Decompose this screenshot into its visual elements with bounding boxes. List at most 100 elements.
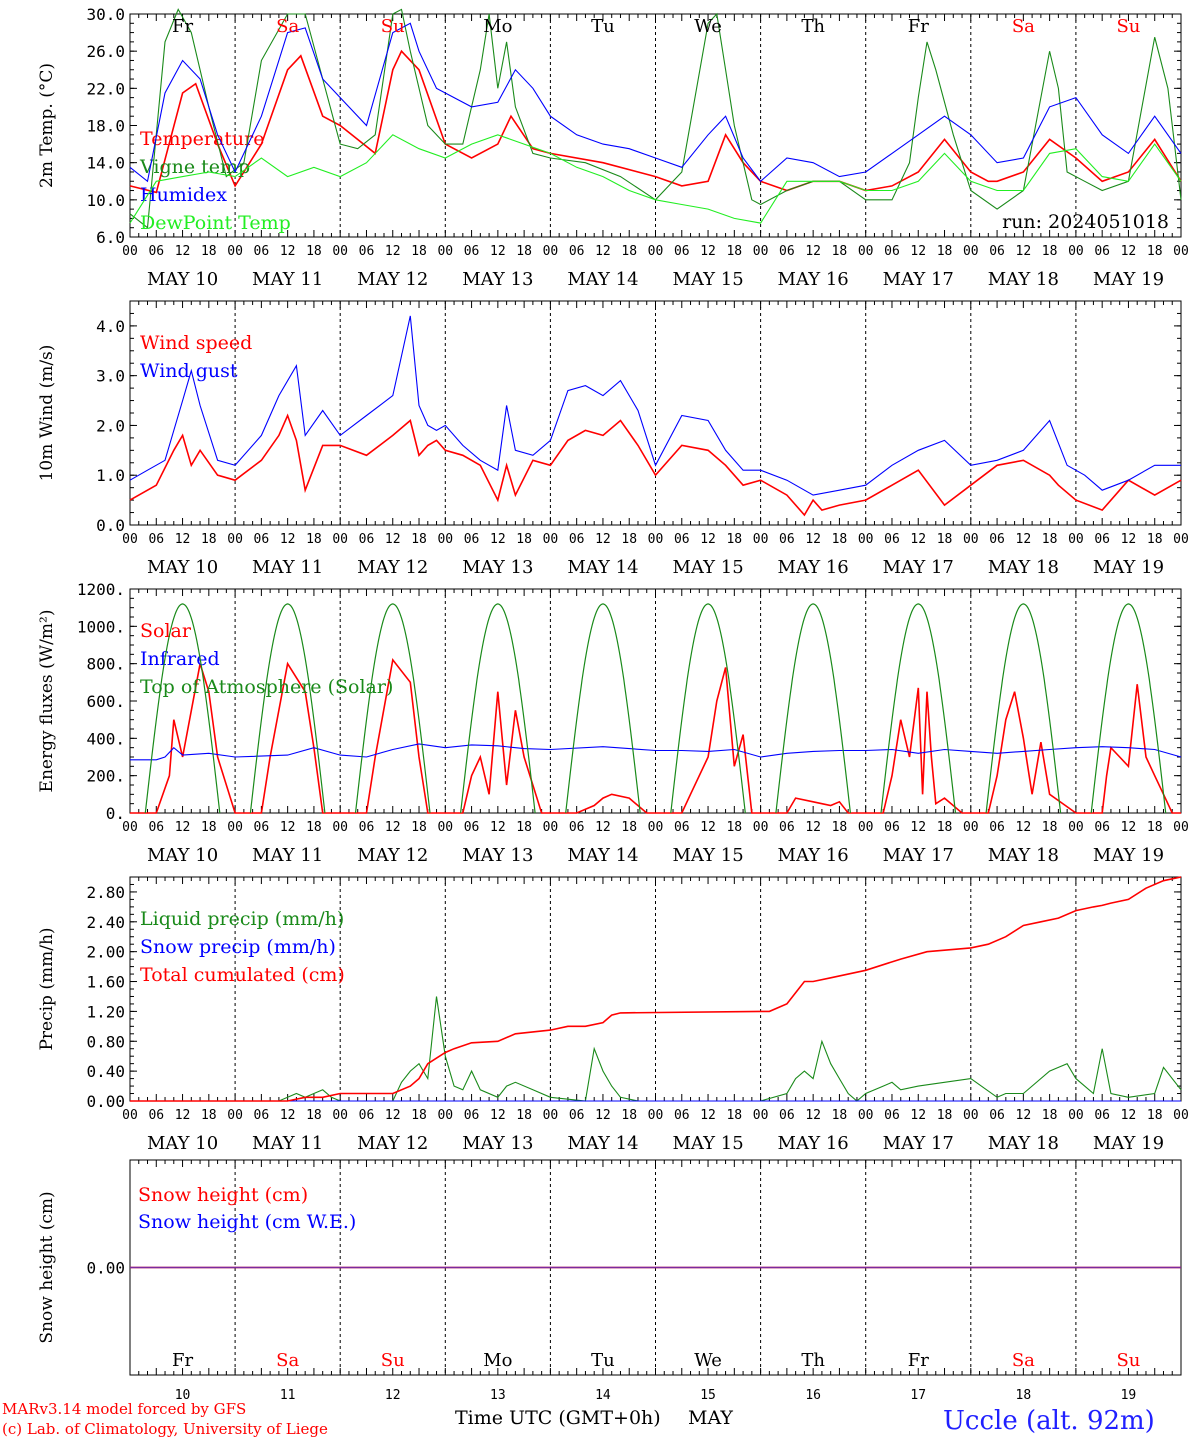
series-line-toa xyxy=(670,603,746,814)
hour-tick-label: 18 xyxy=(726,820,742,835)
hour-tick-label: 00 xyxy=(1068,820,1084,835)
legend-entry: Temperature xyxy=(140,128,264,150)
hour-tick-label: 12 xyxy=(1016,820,1032,835)
series-line-toa xyxy=(1090,603,1167,814)
hour-tick-label: 00 xyxy=(543,820,559,835)
hour-tick-label: 18 xyxy=(621,820,637,835)
series-line-toa xyxy=(985,603,1062,814)
y-tick-label: 14.0 xyxy=(86,154,125,173)
hour-tick-label: 06 xyxy=(254,820,270,835)
y-tick-label: 6.0 xyxy=(96,228,125,247)
hour-tick-label: 00 xyxy=(227,820,243,835)
series-line xyxy=(129,22,1182,183)
date-label: MAY 15 xyxy=(672,269,743,290)
hour-tick-label: 00 xyxy=(648,820,664,835)
date-label: MAY 11 xyxy=(252,269,323,290)
hour-tick-label: 06 xyxy=(148,532,164,547)
y-tick-label: 10.0 xyxy=(86,191,125,210)
y-tick-label: 400. xyxy=(86,729,125,748)
y-axis-label: 10m Wind (m/s) xyxy=(37,345,57,482)
hour-tick-label: 18 xyxy=(832,244,848,259)
hour-tick-label: 06 xyxy=(1094,820,1110,835)
hour-tick-label: 00 xyxy=(543,244,559,259)
hour-tick-label: 00 xyxy=(858,244,874,259)
hour-tick-label: 18 xyxy=(201,244,217,259)
hour-tick-label: 06 xyxy=(148,1108,164,1123)
hour-tick-label: 06 xyxy=(674,532,690,547)
y-tick-label: 2.40 xyxy=(86,913,125,932)
legend-entry: Vigne temp xyxy=(139,156,250,178)
hour-tick-label: 06 xyxy=(1094,1108,1110,1123)
hour-tick-label: 06 xyxy=(1094,244,1110,259)
hour-tick-label: 12 xyxy=(280,532,296,547)
date-label: MAY 17 xyxy=(883,845,954,866)
hour-tick-label: 18 xyxy=(306,244,322,259)
date-label: MAY 10 xyxy=(147,557,218,578)
hour-tick-label: 12 xyxy=(700,532,716,547)
hour-tick-label: 06 xyxy=(464,1108,480,1123)
hour-tick-label: 00 xyxy=(332,532,348,547)
date-label: MAY 16 xyxy=(778,269,849,290)
hour-tick-label: 00 xyxy=(1173,244,1189,259)
hour-tick-label: 12 xyxy=(385,532,401,547)
day-name-label: Sa xyxy=(276,1350,299,1371)
y-tick-label: 1.0 xyxy=(96,466,125,485)
hour-tick-label: 06 xyxy=(674,1108,690,1123)
hour-tick-label: 18 xyxy=(201,532,217,547)
day-number-label: 15 xyxy=(700,1388,716,1403)
hour-tick-label: 00 xyxy=(963,244,979,259)
y-tick-label: 0.0 xyxy=(96,516,125,535)
date-label: MAY 10 xyxy=(147,845,218,866)
legend-entry: Snow height (cm W.E.) xyxy=(138,1211,356,1233)
hour-tick-label: 18 xyxy=(306,532,322,547)
hour-tick-label: 00 xyxy=(1173,532,1189,547)
day-name-label: We xyxy=(694,1350,722,1371)
hour-tick-label: 12 xyxy=(910,532,926,547)
series-line-toa xyxy=(249,603,326,814)
date-label: MAY 19 xyxy=(1093,269,1164,290)
hour-tick-label: 12 xyxy=(385,820,401,835)
hour-tick-label: 00 xyxy=(753,820,769,835)
hour-tick-label: 18 xyxy=(1042,820,1058,835)
day-name-label: Fr xyxy=(908,16,929,37)
series-line xyxy=(129,8,1182,229)
hour-tick-label: 00 xyxy=(332,1108,348,1123)
day-name-label: We xyxy=(694,16,722,37)
date-label: MAY 13 xyxy=(462,1133,533,1154)
hour-tick-label: 06 xyxy=(359,532,375,547)
hour-tick-label: 12 xyxy=(910,820,926,835)
hour-tick-label: 00 xyxy=(227,244,243,259)
day-name-label: Fr xyxy=(172,1350,193,1371)
date-label: MAY 14 xyxy=(567,557,638,578)
hour-tick-label: 12 xyxy=(910,244,926,259)
date-label: MAY 13 xyxy=(462,557,533,578)
series-line xyxy=(129,315,1181,496)
day-name-label: Mo xyxy=(483,1350,512,1371)
hour-tick-label: 06 xyxy=(1094,532,1110,547)
date-label: MAY 11 xyxy=(252,557,323,578)
date-label: MAY 12 xyxy=(357,269,428,290)
hour-tick-label: 18 xyxy=(201,820,217,835)
hour-tick-label: 18 xyxy=(516,1108,532,1123)
hour-tick-label: 18 xyxy=(201,1108,217,1123)
hour-tick-label: 12 xyxy=(700,820,716,835)
date-label: MAY 14 xyxy=(567,845,638,866)
hour-tick-label: 00 xyxy=(122,532,138,547)
date-label: MAY 17 xyxy=(883,269,954,290)
run-annotation: run: 2024051018 xyxy=(1002,211,1169,233)
date-label: MAY 10 xyxy=(147,1133,218,1154)
series-line-toa xyxy=(144,603,221,814)
panel-frame xyxy=(129,300,1182,526)
hour-tick-label: 00 xyxy=(858,820,874,835)
hour-tick-label: 18 xyxy=(832,1108,848,1123)
hour-tick-label: 12 xyxy=(490,820,506,835)
day-number-label: 17 xyxy=(910,1388,926,1403)
series-line-toa xyxy=(880,603,957,814)
y-tick-label: 4.0 xyxy=(96,317,125,336)
footer-lab-line: (c) Lab. of Climatology, University of L… xyxy=(2,1420,328,1438)
day-name-label: Fr xyxy=(908,1350,929,1371)
hour-tick-label: 00 xyxy=(858,1108,874,1123)
hour-tick-label: 00 xyxy=(753,1108,769,1123)
hour-tick-label: 12 xyxy=(595,532,611,547)
hour-tick-label: 00 xyxy=(963,532,979,547)
